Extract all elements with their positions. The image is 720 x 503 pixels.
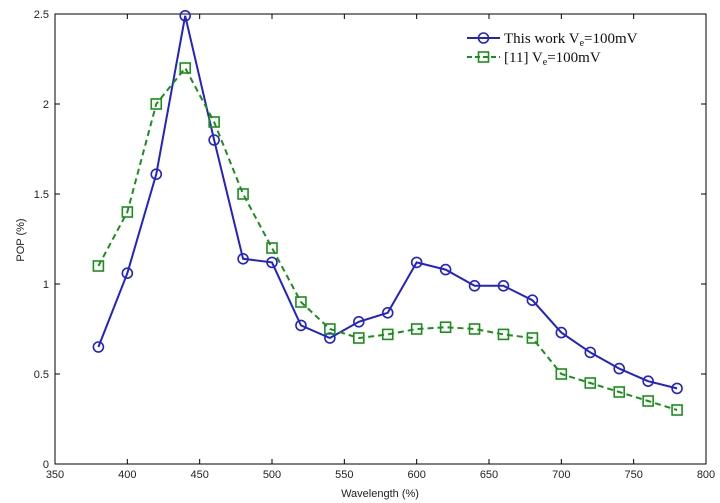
legend-box (462, 27, 672, 69)
data-point (410, 323, 423, 335)
data-point (92, 260, 105, 272)
data-point (266, 256, 278, 269)
data-point (179, 62, 191, 74)
x-tick-label: 650 (480, 469, 498, 481)
data-point (671, 382, 683, 395)
y-tick-label: 2 (43, 99, 49, 111)
x-axis-label: Wavelength (%) (341, 488, 419, 500)
data-point (468, 279, 481, 292)
x-tick-label: 550 (335, 469, 353, 481)
data-point (497, 279, 510, 292)
data-point (150, 168, 163, 180)
x-tick-label: 600 (407, 469, 425, 481)
data-point (208, 116, 220, 128)
data-point (410, 256, 423, 269)
legend: This work Ve=100mV[11] Ve=100mV (462, 27, 672, 69)
data-point (584, 377, 597, 389)
data-point (613, 362, 626, 375)
x-tick-label: 800 (697, 469, 715, 481)
data-point (179, 10, 191, 22)
y-tick-label: 2.5 (34, 9, 49, 21)
x-tick-label: 400 (118, 469, 136, 481)
y-tick-label: 1.5 (34, 189, 49, 201)
data-point (439, 263, 452, 276)
data-point (295, 296, 307, 308)
data-point (237, 188, 249, 200)
data-point (381, 328, 394, 341)
series-line (97, 66, 678, 411)
data-point (352, 332, 365, 344)
data-point (208, 134, 220, 146)
y-tick-label: 0 (43, 459, 49, 471)
data-point (439, 321, 452, 334)
series-2 (92, 62, 683, 416)
legend-entry: This work Ve=100mV (504, 31, 638, 49)
series-layer (92, 10, 683, 416)
legend-marker (477, 51, 490, 63)
legend-entry: [11] Ve=100mV (504, 50, 601, 68)
legend-marker (477, 32, 490, 44)
data-point (121, 267, 134, 280)
plot-area (54, 13, 707, 465)
x-tick-label: 350 (46, 469, 64, 481)
data-point (642, 395, 654, 407)
data-point (526, 332, 539, 344)
data-point (671, 404, 683, 416)
data-point (381, 306, 394, 319)
data-point (526, 294, 539, 307)
data-point (613, 386, 626, 398)
axis-ticks: 350 400 450 500 550 600 650 700 750 800 0 0.5 1 1.5 2 2… (34, 9, 715, 481)
data-point (92, 341, 105, 353)
data-point (352, 315, 365, 328)
data-point (584, 346, 597, 359)
series-line (97, 15, 678, 390)
data-point (468, 323, 481, 335)
y-axis-label: POP (%) (15, 218, 27, 261)
data-point (237, 252, 249, 265)
series-1 (92, 10, 683, 395)
data-point (295, 319, 307, 332)
data-point (497, 328, 510, 341)
y-tick-label: 0.5 (34, 369, 49, 381)
data-point (324, 323, 336, 335)
legend-items: This work Ve=100mV[11] Ve=100mV (467, 31, 638, 68)
y-tick-label: 1 (43, 279, 49, 291)
data-point (121, 206, 134, 218)
data-point (324, 332, 336, 344)
data-point (266, 242, 278, 254)
x-tick-label: 500 (263, 469, 281, 481)
data-point (555, 326, 568, 339)
data-point (642, 375, 654, 388)
data-point (555, 368, 568, 380)
x-tick-label: 750 (624, 469, 642, 481)
data-point (150, 98, 163, 110)
x-tick-label: 700 (552, 469, 570, 481)
x-tick-label: 450 (190, 469, 208, 481)
